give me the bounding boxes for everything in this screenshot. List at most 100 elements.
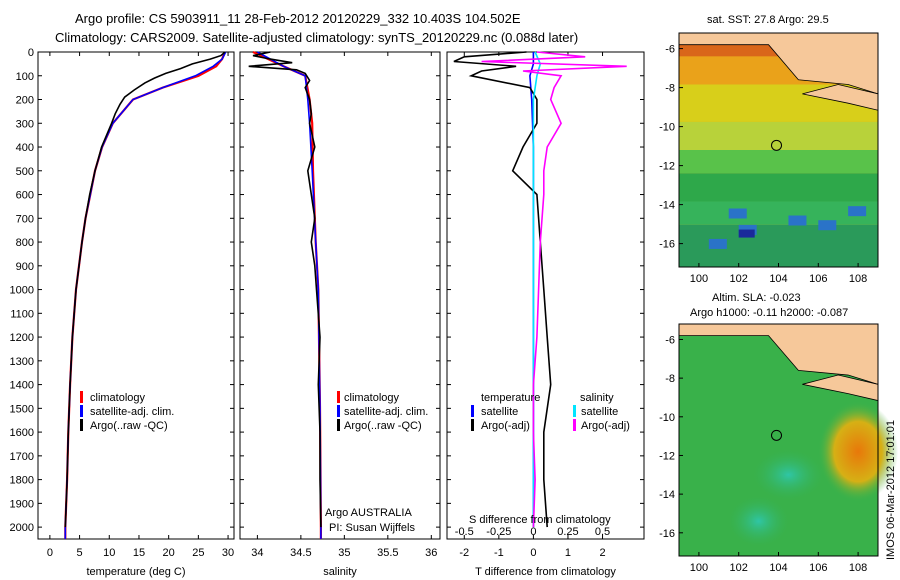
cold-patch — [738, 229, 755, 238]
y-tick-label: 1700 — [10, 451, 34, 463]
sla-low — [753, 449, 824, 500]
sst-map-title: sat. SST: 27.8 Argo: 29.5 — [707, 14, 829, 26]
figure-title-line1: Argo profile: CS 5903911_11 28-Feb-2012 … — [75, 11, 521, 26]
x-tick-label: 25 — [192, 547, 204, 559]
y-tick-label: 200 — [16, 95, 34, 107]
x-axis-label: salinity — [323, 566, 357, 578]
legend-swatch-argo — [80, 419, 83, 431]
sst-band — [679, 150, 878, 174]
lat-tick-label: -6 — [665, 334, 675, 346]
x-tick-label: 2 — [599, 547, 605, 559]
float-info-line1: Argo AUSTRALIA — [325, 507, 412, 519]
series-line — [64, 51, 227, 539]
difference-legend: temperature salinity satellite Argo(-adj… — [471, 392, 630, 432]
y-tick-label: 700 — [16, 213, 34, 225]
y-tick-label: 1200 — [10, 332, 34, 344]
cold-patch — [818, 220, 837, 231]
sst-band — [679, 173, 878, 202]
y-tick-label: 1000 — [10, 285, 34, 297]
legend-swatch-argo — [337, 419, 340, 431]
legend-label-satellite: satellite-adj. clim. — [90, 406, 174, 418]
lat-tick-label: -12 — [659, 161, 675, 173]
legend-label-satellite: satellite-adj. clim. — [344, 406, 428, 418]
sst-band — [679, 201, 878, 225]
legend-label-temp-argo: Argo(-adj) — [481, 420, 530, 432]
lat-tick-label: -14 — [659, 200, 675, 212]
x-tick-label: 34 — [251, 547, 263, 559]
sla-map-subtitle: Argo h1000: -0.11 h2000: -0.087 — [690, 307, 848, 319]
x-tick-label: 0 — [530, 547, 536, 559]
y-tick-label: 1300 — [10, 356, 34, 368]
x-tick-label: 1 — [565, 547, 571, 559]
y-tick-label: 400 — [16, 142, 34, 154]
cold-patch — [788, 215, 807, 226]
legend-swatch-temp-argo — [471, 419, 474, 431]
lon-tick-label: 108 — [849, 273, 867, 285]
cold-patch — [728, 208, 747, 219]
x-tick-label: 30 — [222, 547, 234, 559]
y-tick-label: 800 — [16, 237, 34, 249]
lon-tick-label: 104 — [769, 562, 787, 574]
y-tick-label: 100 — [16, 71, 34, 83]
lon-tick-label: 102 — [730, 273, 748, 285]
x-tick-label: -1 — [494, 547, 504, 559]
series-line — [248, 51, 322, 528]
y-tick-label: 1500 — [10, 403, 34, 415]
s-difference-caption: S difference from climatology — [469, 514, 611, 526]
sla-map-title: Altim. SLA: -0.023 — [712, 292, 801, 304]
y-tick-label: 1900 — [10, 498, 34, 510]
legend-swatch-temp-satellite — [471, 405, 474, 417]
cold-patch — [708, 238, 727, 249]
lon-tick-label: 100 — [690, 562, 708, 574]
sla-map: 100 102 104 106 108 -6 -8 -10 -12 -14 -16 — [659, 323, 899, 574]
x-axis-label: temperature (deg C) — [86, 566, 185, 578]
y-tick-label: 1100 — [10, 308, 34, 320]
salinity-panel: 34 34.5 35 35.5 36 salinity — [239, 51, 441, 578]
lon-tick-label: 104 — [769, 273, 787, 285]
credit-label: IMOS 06-Mar-2012 17:01:01 — [885, 419, 897, 560]
sla-low — [728, 496, 789, 547]
legend-label-argo: Argo(..raw -QC) — [90, 420, 168, 432]
series-line — [453, 51, 552, 528]
x-axis-label: T difference from climatology — [475, 566, 616, 578]
lat-tick-label: -10 — [659, 122, 675, 134]
lat-tick-label: -8 — [665, 83, 675, 95]
x-tick-label: 35.5 — [377, 547, 398, 559]
legend-swatch-climatology — [337, 391, 340, 403]
series-line — [481, 51, 627, 528]
x-tick-label: 5 — [77, 547, 83, 559]
y-tick-label: 1400 — [10, 380, 34, 392]
x-tick-label: 20 — [163, 547, 175, 559]
lat-tick-label: -14 — [659, 489, 675, 501]
lat-tick-label: -10 — [659, 412, 675, 424]
difference-panel: -2 -1 0 1 2 -0.5 -0.25 0 0.25 0.5 T difference fro… — [446, 51, 645, 578]
lat-tick-label: -6 — [665, 44, 675, 56]
panel-frame — [239, 51, 441, 540]
series-line — [64, 51, 227, 539]
legend-label-sal-satellite: satellite — [581, 406, 618, 418]
lon-tick-label: 100 — [690, 273, 708, 285]
lon-tick-label: 102 — [730, 562, 748, 574]
x-top-tick-label: -0.5 — [455, 526, 474, 538]
legend-header-salinity: salinity — [580, 392, 614, 404]
x-top-tick-label: 0.5 — [595, 526, 610, 538]
temperature-legend: climatology satellite-adj. clim. Argo(..… — [80, 391, 174, 432]
lat-tick-label: -8 — [665, 373, 675, 385]
legend-swatch-climatology — [80, 391, 83, 403]
panel-frame — [446, 51, 645, 540]
x-tick-label: 10 — [103, 547, 115, 559]
series-line — [64, 51, 226, 528]
y-tick-label: 2000 — [10, 522, 34, 534]
float-position-marker — [771, 429, 783, 441]
legend-swatch-satellite — [337, 405, 340, 417]
x-top-tick-label: 0.25 — [557, 526, 578, 538]
lon-tick-label: 108 — [849, 562, 867, 574]
legend-label-climatology: climatology — [344, 392, 400, 404]
x-tick-label: 34.5 — [290, 547, 311, 559]
x-tick-label: 36 — [425, 547, 437, 559]
legend-label-climatology: climatology — [90, 392, 146, 404]
x-tick-label: 35 — [338, 547, 350, 559]
y-tick-label: 1800 — [10, 475, 34, 487]
legend-label-temp-satellite: satellite — [481, 406, 518, 418]
